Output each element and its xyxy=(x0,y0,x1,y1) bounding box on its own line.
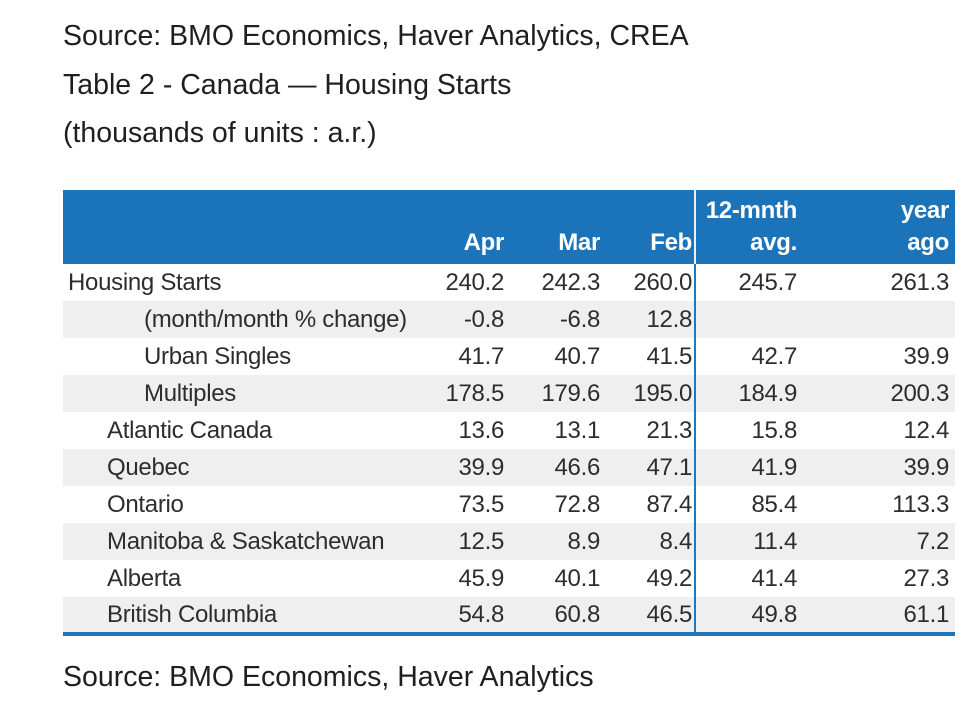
table-row: Housing Starts 240.2 242.3 260.0 245.7 261.3 xyxy=(63,264,955,301)
cell-avg: 42.7 xyxy=(751,342,797,370)
column-header-12mnth-line1: 12-mnth xyxy=(705,197,798,224)
header-row: Apr Mar Feb 12-mnth avg. year ago xyxy=(63,190,955,264)
table-row: Atlantic Canada 13.6 13.1 21.3 15.8 12.4 xyxy=(63,412,955,449)
cell-avg: 15.8 xyxy=(751,416,797,444)
table-row: Alberta 45.9 40.1 49.2 41.4 27.3 xyxy=(63,560,955,597)
table-header: Apr Mar Feb 12-mnth avg. year ago xyxy=(63,190,955,264)
cell-apr: 39.9 xyxy=(458,453,504,481)
cell-feb: 260.0 xyxy=(608,264,696,301)
cell-feb: 49.2 xyxy=(608,560,696,597)
cell-apr: 54.8 xyxy=(458,600,504,628)
table-row: Manitoba & Saskatchewan 12.5 8.9 8.4 11.4 7.2 xyxy=(63,523,955,560)
cell-feb: 47.1 xyxy=(608,449,696,486)
table-row: Multiples 178.5 179.6 195.0 184.9 200.3 xyxy=(63,375,955,412)
cell-avg: 49.8 xyxy=(751,600,797,628)
table-title: Table 2 - Canada — Housing Starts xyxy=(63,68,512,101)
cell-mar: 40.7 xyxy=(554,342,600,370)
cell-year_ago: 27.3 xyxy=(903,564,949,592)
row-label: Ontario xyxy=(107,490,184,518)
cell-mar: 46.6 xyxy=(554,453,600,481)
cell-avg: 41.4 xyxy=(751,564,797,592)
column-header-blank xyxy=(63,190,420,264)
cell-year_ago: 7.2 xyxy=(916,527,950,555)
cell-avg: 85.4 xyxy=(751,490,797,518)
cell-year_ago: 113.3 xyxy=(892,490,949,518)
cell-apr: 13.6 xyxy=(458,416,504,444)
row-label: Manitoba & Saskatchewan xyxy=(107,527,385,555)
cell-year_ago: 61.1 xyxy=(903,600,949,628)
cell-avg: 245.7 xyxy=(738,268,797,296)
cell-apr: 45.9 xyxy=(458,564,504,592)
source-line-bottom: Source: BMO Economics, Haver Analytics xyxy=(63,661,594,693)
cell-mar: 8.9 xyxy=(567,527,601,555)
table-body: Housing Starts 240.2 242.3 260.0 245.7 261.3 (… xyxy=(63,264,955,634)
column-header-year-line1: year xyxy=(900,197,949,224)
column-header-feb: Feb xyxy=(608,190,696,264)
cell-year_ago: 200.3 xyxy=(890,379,949,407)
housing-starts-table: Apr Mar Feb 12-mnth avg. year ago Housin… xyxy=(63,190,955,636)
cell-mar: 60.8 xyxy=(554,600,600,628)
cell-feb: 195.0 xyxy=(608,375,696,412)
cell-feb: 87.4 xyxy=(608,486,696,523)
row-label: Housing Starts xyxy=(68,268,222,296)
column-header-year-ago: year ago xyxy=(806,190,955,264)
cell-year_ago: 261.3 xyxy=(890,268,949,296)
row-label: British Columbia xyxy=(107,600,277,628)
table-row: Urban Singles 41.7 40.7 41.5 42.7 39.9 xyxy=(63,338,955,375)
cell-avg xyxy=(695,301,806,338)
cell-apr: -0.8 xyxy=(463,305,504,333)
cell-avg: 184.9 xyxy=(738,379,797,407)
cell-apr: 178.5 xyxy=(445,379,504,407)
row-label: Urban Singles xyxy=(144,342,291,370)
cell-mar: -6.8 xyxy=(559,305,600,333)
row-label: Multiples xyxy=(144,379,236,407)
cell-feb: 8.4 xyxy=(608,523,696,560)
cell-apr: 73.5 xyxy=(458,490,504,518)
cell-avg: 11.4 xyxy=(753,527,797,555)
cell-mar: 13.1 xyxy=(554,416,600,444)
cell-year_ago: 39.9 xyxy=(903,453,949,481)
row-label: Alberta xyxy=(107,564,181,592)
column-header-apr: Apr xyxy=(420,190,512,264)
source-line-top: Source: BMO Economics, Haver Analytics, … xyxy=(63,20,689,52)
table-row: Quebec 39.9 46.6 47.1 41.9 39.9 xyxy=(63,449,955,486)
report-caption-block: Source: BMO Economics, Haver Analytics, … xyxy=(63,12,689,158)
cell-feb: 12.8 xyxy=(608,301,696,338)
cell-feb: 41.5 xyxy=(608,338,696,375)
cell-mar: 242.3 xyxy=(541,268,600,296)
row-label: (month/month % change) xyxy=(144,305,407,333)
row-label: Quebec xyxy=(107,453,190,481)
cell-feb: 21.3 xyxy=(608,412,696,449)
cell-year_ago xyxy=(806,301,955,338)
table-row: British Columbia 54.8 60.8 46.5 49.8 61.1 xyxy=(63,597,955,634)
cell-avg: 41.9 xyxy=(751,453,797,481)
table-row: Ontario 73.5 72.8 87.4 85.4 113.3 xyxy=(63,486,955,523)
table-row: (month/month % change) -0.8 -6.8 12.8 xyxy=(63,301,955,338)
cell-year_ago: 39.9 xyxy=(903,342,949,370)
column-header-12mnth-avg: 12-mnth avg. xyxy=(695,190,806,264)
table-units-subtitle: (thousands of units : a.r.) xyxy=(63,117,377,149)
cell-feb: 46.5 xyxy=(608,597,696,634)
cell-apr: 41.7 xyxy=(458,342,504,370)
cell-apr: 12.5 xyxy=(458,527,504,555)
column-header-year-line2: ago xyxy=(907,229,949,256)
row-label: Atlantic Canada xyxy=(107,416,272,444)
column-header-12mnth-line2: avg. xyxy=(750,229,797,256)
column-header-mar: Mar xyxy=(512,190,608,264)
cell-year_ago: 12.4 xyxy=(903,416,949,444)
cell-mar: 179.6 xyxy=(541,379,600,407)
cell-mar: 40.1 xyxy=(554,564,600,592)
cell-apr: 240.2 xyxy=(445,268,504,296)
cell-mar: 72.8 xyxy=(554,490,600,518)
